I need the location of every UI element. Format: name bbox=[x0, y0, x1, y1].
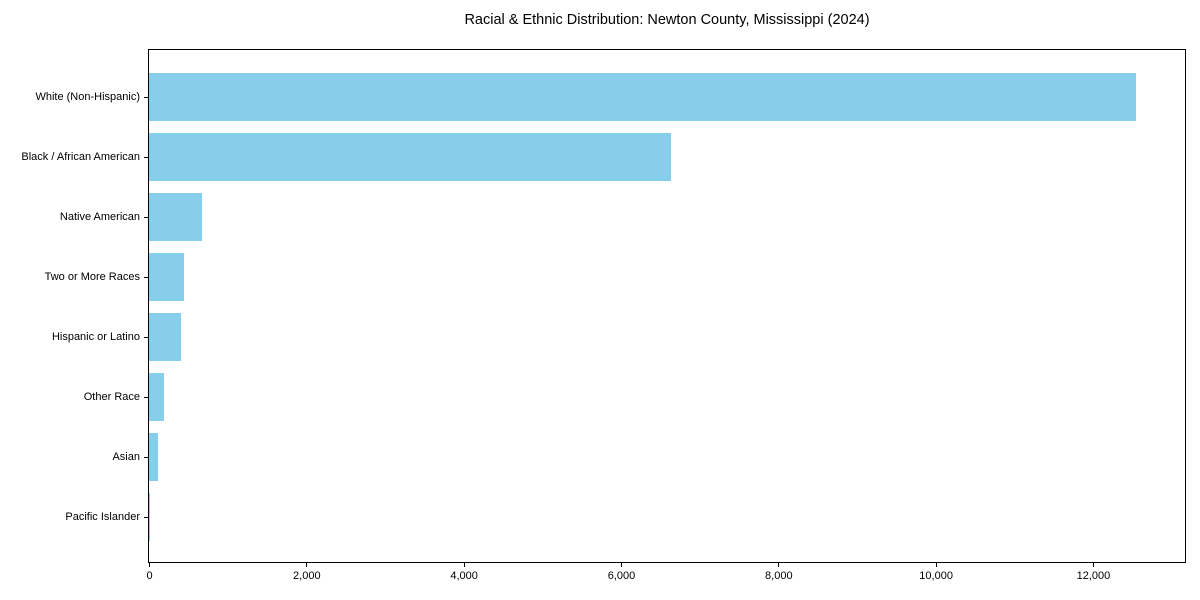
y-tick bbox=[144, 217, 149, 218]
plot-area bbox=[148, 49, 1186, 563]
x-tick-label: 10,000 bbox=[919, 570, 953, 582]
y-tick-label: White (Non-Hispanic) bbox=[35, 91, 140, 103]
x-tick bbox=[463, 562, 465, 567]
bar bbox=[149, 433, 158, 481]
x-tick-label: 0 bbox=[146, 570, 153, 582]
bar bbox=[149, 253, 184, 301]
y-tick bbox=[144, 97, 149, 98]
y-tick bbox=[144, 397, 149, 398]
y-tick-label: Asian bbox=[112, 451, 140, 463]
x-tick bbox=[149, 562, 150, 567]
x-tick bbox=[778, 562, 780, 567]
chart-title: Racial & Ethnic Distribution: Newton Cou… bbox=[464, 12, 870, 28]
y-tick-label: Pacific Islander bbox=[65, 511, 140, 523]
x-tick-label: 12,000 bbox=[1076, 570, 1111, 582]
bar bbox=[149, 73, 1136, 121]
y-tick-label: Black / African American bbox=[21, 151, 140, 163]
y-tick bbox=[144, 457, 149, 458]
x-tick-label: 2,000 bbox=[293, 570, 321, 582]
x-tick bbox=[935, 562, 937, 567]
bar bbox=[149, 193, 203, 241]
bar bbox=[149, 133, 671, 181]
x-tick bbox=[620, 562, 622, 567]
x-tick-label: 4,000 bbox=[450, 570, 478, 582]
y-tick-label: Two or More Races bbox=[44, 271, 140, 283]
bar bbox=[149, 373, 165, 421]
x-tick-label: 8,000 bbox=[765, 570, 793, 582]
y-tick bbox=[144, 277, 149, 278]
y-tick-label: Hispanic or Latino bbox=[51, 331, 140, 343]
x-tick bbox=[306, 562, 308, 567]
y-tick bbox=[144, 337, 149, 338]
x-tick bbox=[1092, 562, 1094, 567]
y-tick-label: Other Race bbox=[83, 391, 140, 403]
y-tick bbox=[144, 157, 149, 158]
y-tick bbox=[144, 517, 149, 518]
y-tick-label: Native American bbox=[59, 211, 140, 223]
bar bbox=[149, 313, 182, 361]
x-tick-label: 6,000 bbox=[607, 570, 636, 582]
